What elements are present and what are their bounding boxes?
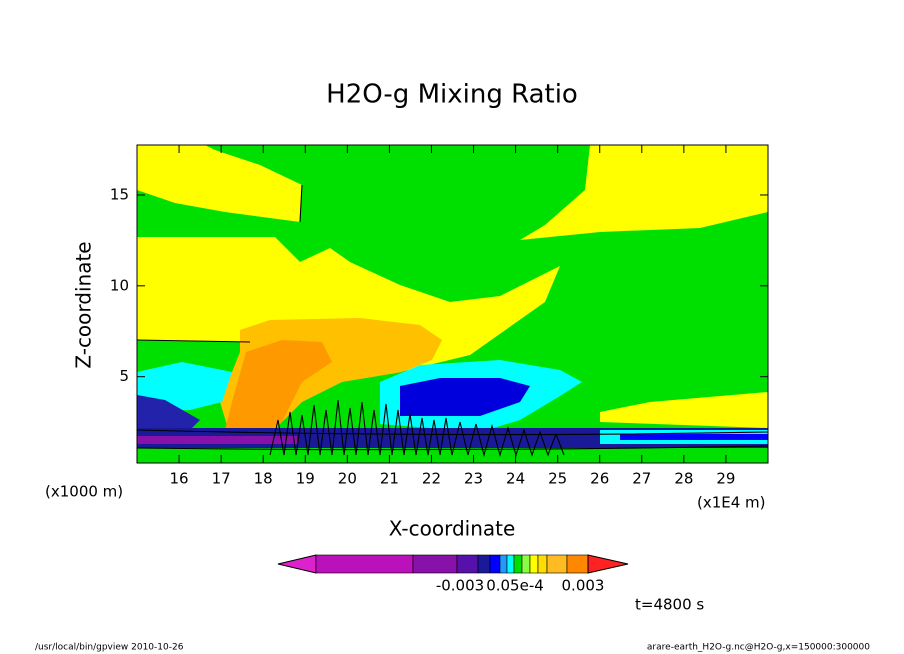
x-tick-label: 21 bbox=[380, 470, 399, 488]
colorbar-arrow bbox=[587, 554, 629, 574]
x-tick-label: 18 bbox=[254, 470, 273, 488]
y-tick-label: 10 bbox=[110, 276, 129, 294]
y-tick-label: 5 bbox=[119, 367, 129, 385]
colorbar-segment bbox=[537, 554, 548, 574]
x-tick-label: 29 bbox=[716, 470, 735, 488]
x-tick-label: 19 bbox=[296, 470, 315, 488]
colorbar-segment bbox=[315, 554, 414, 574]
colorbar-segment bbox=[506, 554, 515, 574]
colorbar-segment bbox=[456, 554, 479, 574]
x-tick-label: 24 bbox=[506, 470, 525, 488]
colorbar-segment bbox=[513, 554, 523, 574]
time-label: t=4800 s bbox=[635, 596, 704, 614]
footer-left: /usr/local/bin/gpview 2010-10-26 bbox=[35, 643, 184, 653]
x-tick-label: 26 bbox=[590, 470, 609, 488]
x-unit: (x1000 m) bbox=[45, 483, 123, 501]
x-tick-label: 27 bbox=[632, 470, 651, 488]
x-tick-label: 17 bbox=[212, 470, 231, 488]
x-tick-label: 23 bbox=[464, 470, 483, 488]
x-tick-label: 28 bbox=[674, 470, 693, 488]
colorbar bbox=[277, 554, 629, 574]
plot-frame bbox=[136, 144, 769, 464]
x-unit-2: (x1E4 m) bbox=[697, 494, 766, 512]
colorbar-segment bbox=[412, 554, 458, 574]
contour-field bbox=[136, 145, 769, 463]
y-axis-label: Z-coordinate bbox=[72, 241, 96, 368]
colorbar-segment bbox=[499, 554, 508, 574]
x-tick-label: 20 bbox=[338, 470, 357, 488]
colorbar-label: 0.003 bbox=[562, 577, 605, 595]
colorbar-arrow bbox=[277, 554, 317, 574]
colorbar-segment bbox=[546, 554, 568, 574]
x-tick-label: 16 bbox=[170, 470, 189, 488]
y-tick-label: 15 bbox=[110, 185, 129, 203]
footer-right: arare-earth_H2O-g.nc@H2O-g,x=150000:3000… bbox=[647, 643, 870, 653]
chart-title: H2O-g Mixing Ratio bbox=[326, 80, 578, 110]
x-axis-label: X-coordinate bbox=[389, 517, 516, 541]
colorbar-segment bbox=[477, 554, 491, 574]
colorbar-segment bbox=[566, 554, 589, 574]
colorbar-segment bbox=[529, 554, 539, 574]
colorbar-segment bbox=[489, 554, 501, 574]
x-tick-label: 25 bbox=[548, 470, 567, 488]
x-tick-label: 22 bbox=[422, 470, 441, 488]
colorbar-segment bbox=[521, 554, 531, 574]
colorbar-label: 0.05e-4 bbox=[486, 577, 544, 595]
colorbar-label: -0.003 bbox=[436, 577, 484, 595]
